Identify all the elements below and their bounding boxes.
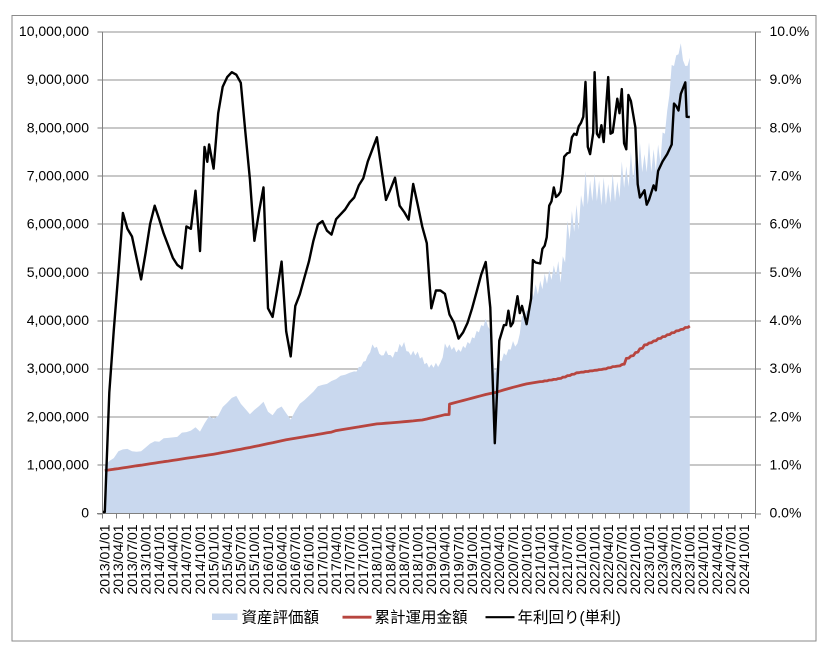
svg-text:2013/04/01: 2013/04/01 [110,524,126,594]
svg-text:2018/01/01: 2018/01/01 [369,524,385,594]
svg-text:3.0%: 3.0% [770,360,802,376]
svg-text:2023/04/01: 2023/04/01 [654,524,670,594]
svg-text:2020/10/01: 2020/10/01 [518,524,534,594]
svg-text:資産評価額: 資産評価額 [242,608,320,626]
svg-text:2014/04/01: 2014/04/01 [165,524,181,594]
svg-text:9.0%: 9.0% [770,71,802,87]
svg-text:2020/07/01: 2020/07/01 [505,524,521,594]
svg-text:2015/07/01: 2015/07/01 [233,524,249,594]
svg-text:2021/10/01: 2021/10/01 [573,524,589,594]
svg-text:2017/10/01: 2017/10/01 [355,524,371,594]
svg-text:2,000,000: 2,000,000 [27,408,89,424]
svg-text:7,000,000: 7,000,000 [27,168,89,184]
svg-text:2024/01/01: 2024/01/01 [695,524,711,594]
svg-text:2019/10/01: 2019/10/01 [464,524,480,594]
svg-text:2020/01/01: 2020/01/01 [478,524,494,594]
svg-text:0: 0 [81,505,89,521]
svg-text:2023/10/01: 2023/10/01 [682,524,698,594]
svg-text:2014/01/01: 2014/01/01 [151,524,167,594]
svg-text:2016/01/01: 2016/01/01 [260,524,276,594]
svg-text:2017/04/01: 2017/04/01 [328,524,344,594]
svg-text:6.0%: 6.0% [770,216,802,232]
svg-text:年利回り(単利): 年利回り(単利) [518,608,621,626]
svg-text:2015/01/01: 2015/01/01 [205,524,221,594]
svg-text:2023/07/01: 2023/07/01 [668,524,684,594]
svg-text:2021/07/01: 2021/07/01 [559,524,575,594]
svg-text:2024/04/01: 2024/04/01 [709,524,725,594]
svg-text:8,000,000: 8,000,000 [27,119,89,135]
svg-text:10.0%: 10.0% [770,23,810,39]
svg-text:2013/10/01: 2013/10/01 [137,524,153,594]
svg-text:2016/04/01: 2016/04/01 [273,524,289,594]
svg-text:2016/07/01: 2016/07/01 [287,524,303,594]
svg-text:6,000,000: 6,000,000 [27,216,89,232]
svg-text:2022/10/01: 2022/10/01 [627,524,643,594]
svg-text:2019/07/01: 2019/07/01 [450,524,466,594]
svg-text:2017/01/01: 2017/01/01 [314,524,330,594]
svg-text:3,000,000: 3,000,000 [27,360,89,376]
svg-text:2022/01/01: 2022/01/01 [586,524,602,594]
svg-text:1,000,000: 1,000,000 [27,457,89,473]
svg-text:2016/10/01: 2016/10/01 [301,524,317,594]
svg-text:2022/04/01: 2022/04/01 [600,524,616,594]
svg-text:2018/07/01: 2018/07/01 [396,524,412,594]
svg-text:2.0%: 2.0% [770,408,802,424]
svg-text:7.0%: 7.0% [770,168,802,184]
svg-text:2021/01/01: 2021/01/01 [532,524,548,594]
svg-text:8.0%: 8.0% [770,119,802,135]
svg-text:2017/07/01: 2017/07/01 [342,524,358,594]
svg-text:2018/04/01: 2018/04/01 [382,524,398,594]
svg-text:4.0%: 4.0% [770,312,802,328]
svg-text:2019/04/01: 2019/04/01 [437,524,453,594]
svg-text:2022/07/01: 2022/07/01 [614,524,630,594]
svg-text:2014/10/01: 2014/10/01 [192,524,208,594]
svg-text:5,000,000: 5,000,000 [27,264,89,280]
svg-text:2018/10/01: 2018/10/01 [410,524,426,594]
svg-text:10,000,000: 10,000,000 [19,23,89,39]
svg-text:2014/07/01: 2014/07/01 [178,524,194,594]
svg-text:2024/10/01: 2024/10/01 [736,524,752,594]
svg-text:2021/04/01: 2021/04/01 [546,524,562,594]
svg-text:2020/04/01: 2020/04/01 [491,524,507,594]
svg-text:2013/01/01: 2013/01/01 [97,524,113,594]
svg-text:2015/04/01: 2015/04/01 [219,524,235,594]
svg-text:2023/01/01: 2023/01/01 [641,524,657,594]
svg-text:0.0%: 0.0% [770,505,802,521]
svg-text:4,000,000: 4,000,000 [27,312,89,328]
svg-text:9,000,000: 9,000,000 [27,71,89,87]
svg-text:2019/01/01: 2019/01/01 [423,524,439,594]
svg-text:2013/07/01: 2013/07/01 [124,524,140,594]
svg-text:5.0%: 5.0% [770,264,802,280]
svg-text:1.0%: 1.0% [770,457,802,473]
svg-text:2015/10/01: 2015/10/01 [246,524,262,594]
svg-text:累計運用金額: 累計運用金額 [375,608,468,626]
svg-text:2024/07/01: 2024/07/01 [723,524,739,594]
